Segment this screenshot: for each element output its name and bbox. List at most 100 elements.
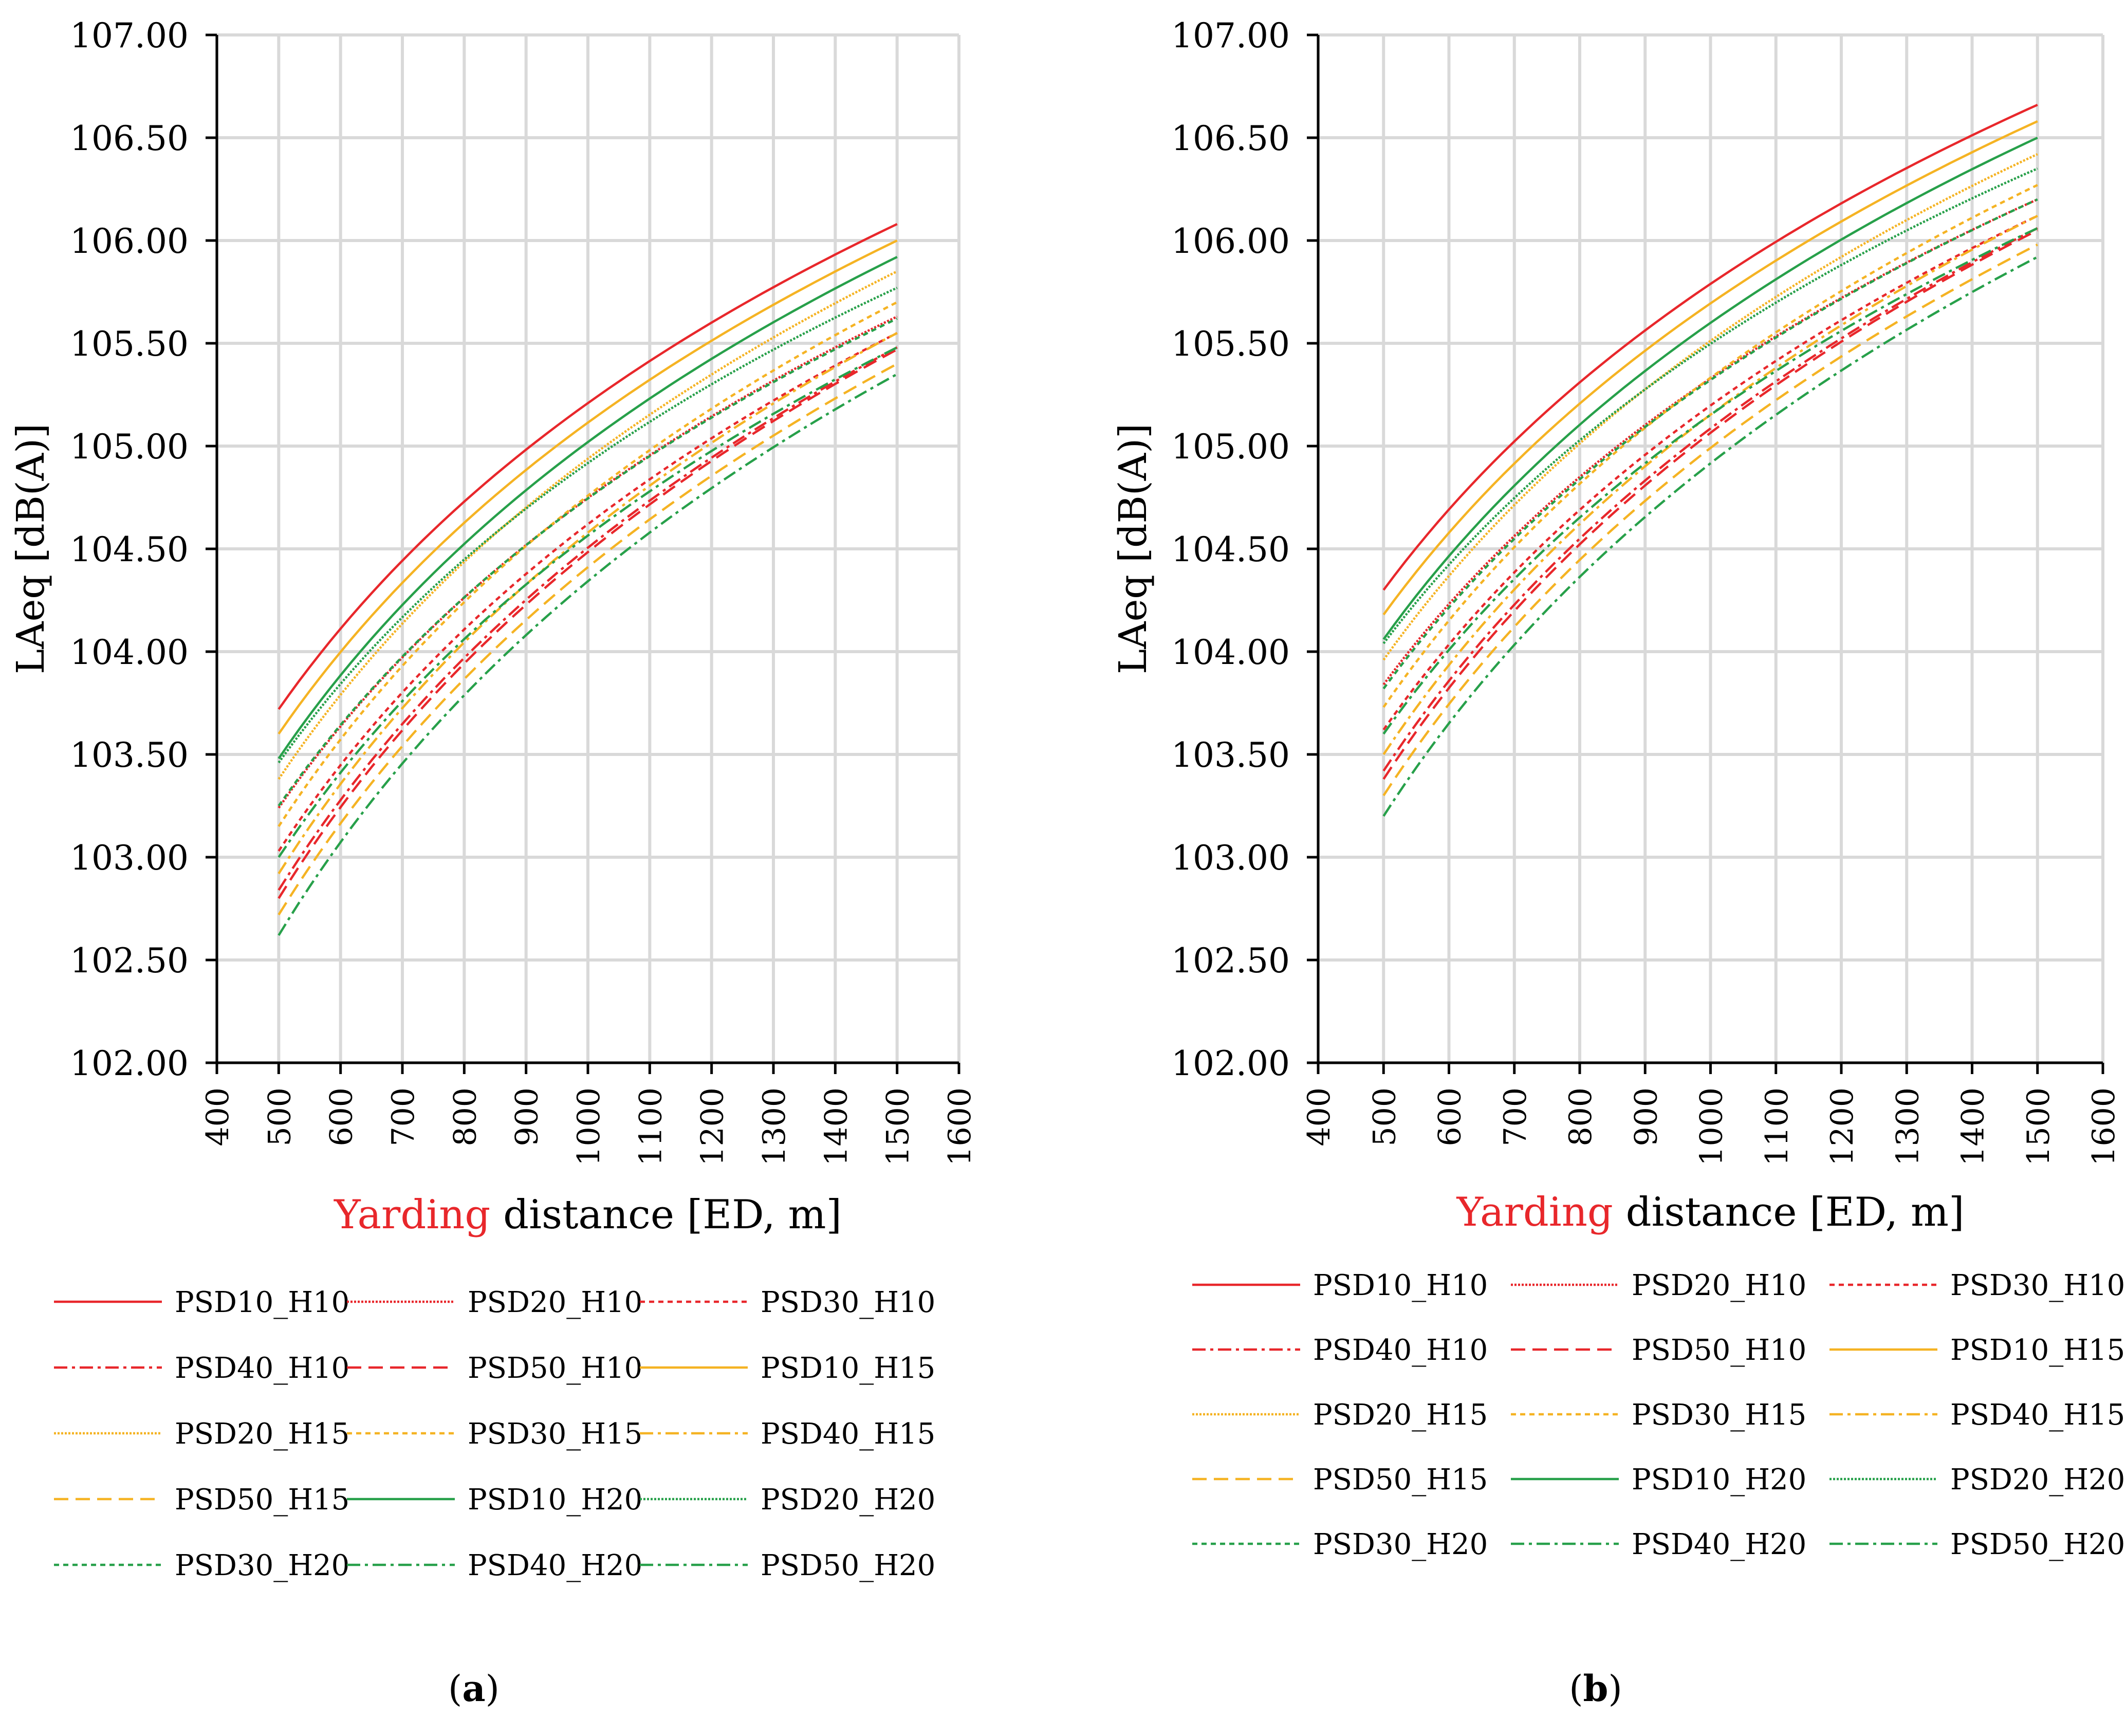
legend-item: PSD30_H15 (1511, 1398, 1806, 1432)
legend-label: PSD30_H20 (175, 1549, 349, 1582)
x-tick-label: 1100 (633, 1087, 669, 1166)
x-tick-label: 400 (200, 1087, 236, 1147)
panel-label: (a) (448, 1667, 500, 1710)
legend-label: PSD10_H20 (1632, 1463, 1806, 1497)
series-line-psd40-h10 (1382, 227, 2038, 772)
legend: PSD10_H10 PSD20_H10 PSD30_H10 PSD40_H10 PSD5… (1192, 1269, 2125, 1561)
legend-label: PSD40_H10 (175, 1352, 349, 1385)
panel-label: (b) (1569, 1667, 1622, 1710)
legend-item: PSD30_H20 (54, 1549, 349, 1582)
series-group (1382, 103, 2038, 817)
legend-item: PSD50_H15 (54, 1483, 349, 1517)
y-tick-label: 102.00 (1171, 1044, 1290, 1083)
y-tick-label: 105.00 (70, 427, 189, 467)
y-axis-label: LAeq [dB(A)] (1111, 423, 1155, 674)
series-line-psd10-h10 (1382, 103, 2038, 591)
legend-label: PSD30_H15 (468, 1417, 642, 1451)
x-tick-label: 800 (1563, 1087, 1599, 1147)
legend-label: PSD20_H20 (1950, 1463, 2125, 1497)
series-line-psd40-h10 (278, 346, 898, 891)
x-tick-label: 900 (1628, 1087, 1664, 1147)
series-line-psd50-h15 (278, 363, 898, 916)
y-tick-label: 106.00 (1171, 221, 1290, 261)
legend-item: PSD10_H15 (1829, 1334, 2125, 1367)
y-tick-label: 104.00 (1171, 633, 1290, 672)
panel-label-close: ) (1608, 1668, 1622, 1710)
series-line-psd30-h20 (1382, 198, 2038, 690)
legend-label: PSD40_H15 (1950, 1398, 2125, 1432)
chart-panel-a: 102.00 102.50 103.00 103.50 104.00 104.50 105.… (9, 16, 978, 1710)
x-tick-label: 600 (324, 1087, 360, 1147)
x-tick-label: 500 (262, 1087, 298, 1147)
series-line-psd50-h10 (278, 348, 898, 899)
x-axis-label: Yarding distance [ED, m] (334, 1192, 842, 1238)
legend-item: PSD40_H20 (1511, 1528, 1806, 1561)
series-line-psd10-h20 (278, 255, 898, 760)
series-line-psd10-h20 (1382, 136, 2038, 640)
x-tick-label: 1600 (2086, 1087, 2122, 1166)
series-line-psd50-h20 (1382, 256, 2038, 817)
series-line-psd10-h15 (1382, 120, 2038, 616)
y-tick-label: 107.00 (70, 16, 189, 56)
legend-item: PSD40_H15 (1829, 1398, 2125, 1432)
x-tick-label: 1600 (942, 1087, 978, 1166)
chart-panel-b: 102.00 102.50 103.00 103.50 104.00 104.50 105.… (1111, 16, 2125, 1710)
legend-item: PSD50_H20 (640, 1549, 935, 1582)
y-tick-label: 104.50 (70, 530, 189, 569)
gridlines (1317, 33, 2104, 1064)
x-tick-label: 500 (1366, 1087, 1402, 1147)
legend-label: PSD20_H20 (761, 1483, 935, 1517)
x-tick-label: 1400 (1955, 1087, 1991, 1166)
y-tick-label: 107.00 (1171, 16, 1290, 56)
series-line-psd40-h20 (278, 346, 898, 858)
series-line-psd30-h10 (1382, 214, 2038, 731)
legend-label: PSD50_H20 (1950, 1528, 2125, 1561)
legend-label: PSD40_H20 (468, 1549, 642, 1582)
legend-label: PSD50_H15 (1313, 1463, 1488, 1497)
legend-label: PSD50_H15 (175, 1483, 349, 1517)
legend-item: PSD40_H10 (54, 1352, 349, 1385)
legend-item: PSD30_H10 (1829, 1269, 2125, 1302)
legend-item: PSD40_H20 (347, 1549, 642, 1582)
x-tick-label: 1100 (1759, 1087, 1795, 1166)
x-tick-label: 1500 (880, 1087, 916, 1166)
x-axis-label-highlight: Yarding (334, 1192, 490, 1238)
series-line-psd40-h20 (1382, 227, 2038, 735)
panel-label-letter: a (462, 1667, 485, 1710)
x-tick-label: 1200 (695, 1087, 731, 1166)
legend-label: PSD30_H10 (761, 1286, 935, 1319)
legend-item: PSD50_H20 (1829, 1528, 2125, 1561)
legend-item: PSD20_H10 (347, 1286, 642, 1319)
legend-label: PSD30_H10 (1950, 1269, 2125, 1302)
series-line-psd40-h15 (278, 332, 898, 875)
legend-item: PSD50_H10 (1511, 1334, 1806, 1367)
x-tick-label: 1400 (818, 1087, 854, 1166)
y-tick-label: 104.50 (1171, 530, 1290, 569)
x-tick-label: 1000 (1694, 1087, 1730, 1166)
y-tick-label: 104.00 (70, 633, 189, 672)
y-tick-label: 103.00 (1171, 838, 1290, 878)
y-tick-label: 105.50 (1171, 324, 1290, 364)
x-axis-label: Yarding distance [ED, m] (1456, 1189, 1965, 1235)
series-line-psd30-h10 (278, 331, 898, 852)
x-tick-label: 600 (1432, 1087, 1468, 1147)
x-tick-label: 1300 (1890, 1087, 1926, 1166)
legend-item: PSD20_H15 (54, 1417, 349, 1451)
series-group (278, 223, 898, 936)
x-tick-label: 800 (447, 1087, 483, 1147)
legend-label: PSD20_H10 (1632, 1269, 1806, 1302)
series-line-psd30-h20 (278, 317, 898, 807)
legend-label: PSD10_H10 (1313, 1269, 1488, 1302)
x-tick-label: 1300 (756, 1087, 792, 1166)
y-tick-label: 106.00 (70, 221, 189, 261)
legend-label: PSD30_H20 (1313, 1528, 1488, 1561)
x-tick-label: 700 (1498, 1087, 1533, 1147)
series-line-psd50-h15 (1382, 243, 2038, 797)
x-axis-label-highlight: Yarding (1456, 1189, 1613, 1235)
panel-label-open: ( (1569, 1668, 1583, 1710)
legend-label: PSD10_H15 (761, 1352, 935, 1385)
legend-label: PSD10_H20 (468, 1483, 642, 1517)
x-tick-label: 900 (509, 1087, 545, 1147)
legend-label: PSD50_H10 (468, 1352, 642, 1385)
